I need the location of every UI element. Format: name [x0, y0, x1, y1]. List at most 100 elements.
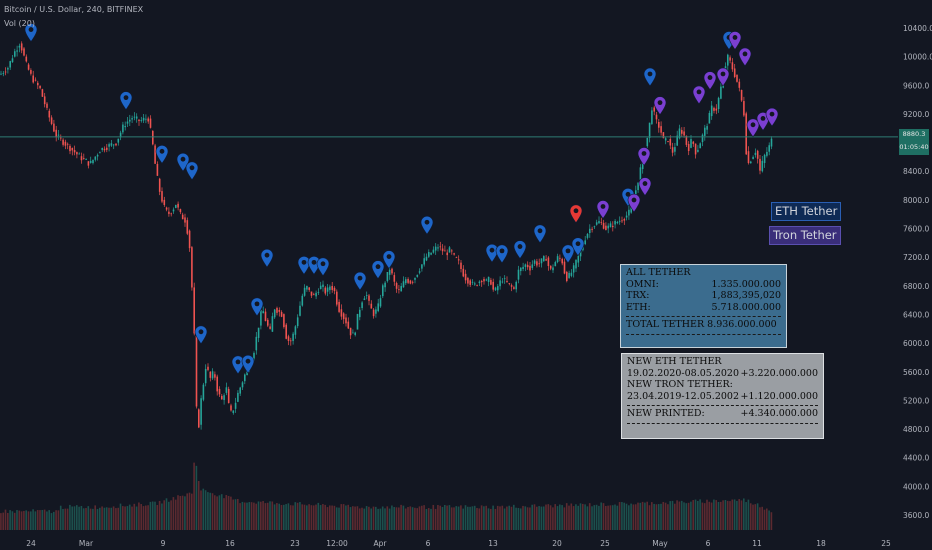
candle-body: [566, 271, 568, 281]
candle-body: [503, 278, 506, 280]
tether-marker: [728, 31, 742, 50]
volume-bar: [674, 503, 676, 530]
tether-marker: [638, 177, 652, 197]
volume-bar: [579, 503, 582, 530]
candle-body: [485, 279, 488, 281]
volume-bar: [411, 507, 414, 530]
map-pin-icon: [316, 257, 330, 277]
candle-body: [731, 62, 734, 70]
tether-marker: [241, 354, 255, 374]
candle-body: [83, 157, 85, 159]
candle-body: [280, 312, 283, 317]
candle-body: [48, 110, 51, 118]
volume-bar: [671, 500, 674, 530]
current-price-value: 8880.3: [902, 130, 926, 138]
map-pin-icon: [231, 355, 245, 375]
volume-bar: [724, 500, 727, 530]
candle-body: [209, 371, 212, 378]
candle-body: [499, 280, 501, 287]
candle-body: [53, 123, 55, 132]
price-tick-label: 5200.0: [903, 396, 929, 405]
candle-body: [664, 138, 667, 141]
volume-bar: [446, 505, 448, 530]
volume-bar: [565, 503, 568, 530]
volume-bar: [333, 505, 336, 530]
candle-body: [552, 267, 554, 271]
candle-body: [9, 61, 11, 68]
map-pin-hole: [489, 247, 495, 253]
time-axis[interactable]: 24 Mar 9 16 23 12:00 Apr 6 13 20 25 May 6 11 18 25: [26, 539, 891, 548]
candle-body: [708, 112, 711, 124]
volume-bar: [207, 492, 209, 530]
volume-bar: [736, 500, 738, 530]
candle-body: [158, 178, 161, 192]
candle-body: [752, 156, 754, 160]
tether-marker: [643, 67, 657, 87]
candle-body: [379, 298, 382, 307]
volume-bar: [395, 507, 398, 530]
volume-bar: [361, 507, 363, 530]
price-tick-label: 9200.0: [903, 110, 929, 119]
candle-body: [756, 150, 759, 159]
candle-body: [92, 159, 94, 164]
candle-body: [138, 119, 140, 122]
volume-bar: [683, 502, 685, 530]
candle-body: [437, 247, 439, 249]
volume-bar: [257, 501, 260, 530]
candle-body: [579, 249, 582, 257]
volume-bar: [154, 501, 156, 530]
volume-bar: [549, 505, 552, 530]
price-tick-label: 6000.0: [903, 339, 929, 348]
candle-body: [71, 147, 74, 151]
map-pin-icon: [513, 240, 527, 260]
map-pin-icon: [627, 193, 641, 213]
candle-body: [434, 246, 437, 251]
volume-bar: [308, 504, 310, 530]
volume-bar: [690, 501, 692, 530]
price-tick-label: 10000.0: [903, 53, 932, 62]
volume-bar: [536, 506, 538, 530]
volume-bar: [768, 510, 770, 530]
all-tether-box: ALL TETHER OMNI: 1.335.000.000 TRX: 1,88…: [620, 264, 787, 348]
candle-body: [184, 217, 186, 223]
volume-bar: [572, 506, 575, 530]
candle-body: [676, 135, 678, 146]
candle-body: [414, 277, 416, 280]
candle-countdown: 01:05:40: [899, 142, 929, 155]
candle-body: [232, 410, 235, 413]
candle-body: [432, 249, 435, 253]
time-tick-label: Apr: [374, 539, 388, 548]
volume-bar: [494, 508, 497, 530]
candle-body: [186, 220, 189, 234]
volume-bar: [522, 505, 524, 530]
volume-bar: [133, 503, 136, 530]
volume-bar: [745, 502, 747, 530]
volume-bar: [653, 503, 655, 530]
candle-body: [142, 117, 145, 121]
candle-body: [78, 153, 80, 155]
candle-body: [103, 148, 106, 151]
candle-body: [513, 287, 515, 289]
candle-body: [69, 145, 71, 152]
candle-body: [621, 220, 623, 222]
tether-marker: [571, 237, 585, 257]
candle-body: [720, 86, 722, 99]
candle-body: [170, 213, 172, 215]
volume-bar: [480, 505, 483, 530]
legend-eth-tether: ETH Tether: [771, 202, 842, 221]
map-pin-hole: [625, 191, 631, 197]
candle-body: [540, 258, 543, 264]
candle-body: [85, 159, 87, 160]
price-axis[interactable]: 3600.0 4000.0 4400.0 4800.0 5200.0 5600.0 6000…: [903, 24, 932, 520]
candle-body: [94, 156, 97, 160]
volume-bar: [538, 506, 540, 530]
map-pin-icon: [185, 161, 199, 181]
candle-body: [508, 283, 511, 284]
volume-bar: [469, 506, 471, 530]
candle-body: [172, 209, 175, 212]
volume-bar: [464, 505, 467, 530]
volume-bar: [726, 500, 729, 530]
volume-bar: [271, 501, 274, 530]
candle-body: [524, 264, 527, 267]
